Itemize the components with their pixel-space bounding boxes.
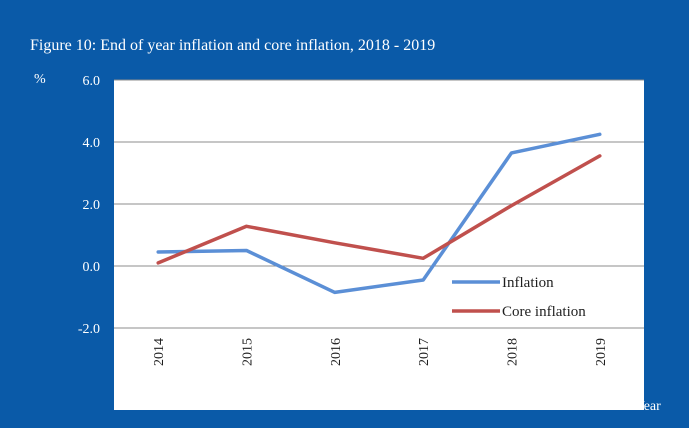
x-tick-label: 2014 — [152, 338, 167, 366]
x-tick-label: 2019 — [594, 338, 609, 366]
chart-title: Figure 10: End of year inflation and cor… — [30, 37, 435, 54]
legend-label: Inflation — [502, 275, 554, 291]
series-line-inflation — [156, 132, 602, 295]
plot-area — [114, 80, 644, 410]
y-tick-label: 2.0 — [83, 198, 101, 213]
y-tick-label: 4.0 — [83, 136, 101, 151]
gridlines — [114, 79, 644, 329]
x-tick-label: 2015 — [241, 338, 256, 366]
y-tick-label: -2.0 — [78, 322, 100, 337]
series-line-core-inflation — [156, 154, 602, 265]
y-axis-unit-label: % — [34, 72, 46, 87]
x-tick-labels: 2014 2015 2016 2017 2018 2019 — [152, 338, 609, 366]
legend-label: Core inflation — [502, 304, 586, 320]
y-tick-label: 6.0 — [83, 74, 101, 89]
x-tick-label: 2018 — [506, 338, 521, 366]
legend: Inflation Core inflation — [452, 275, 586, 320]
series-lines — [156, 132, 602, 295]
x-tick-label: 2016 — [329, 338, 344, 366]
y-tick-label: 0.0 — [83, 260, 101, 275]
x-tick-label: 2017 — [417, 338, 432, 366]
y-tick-labels: 6.0 4.0 2.0 0.0 -2.0 — [78, 74, 100, 337]
